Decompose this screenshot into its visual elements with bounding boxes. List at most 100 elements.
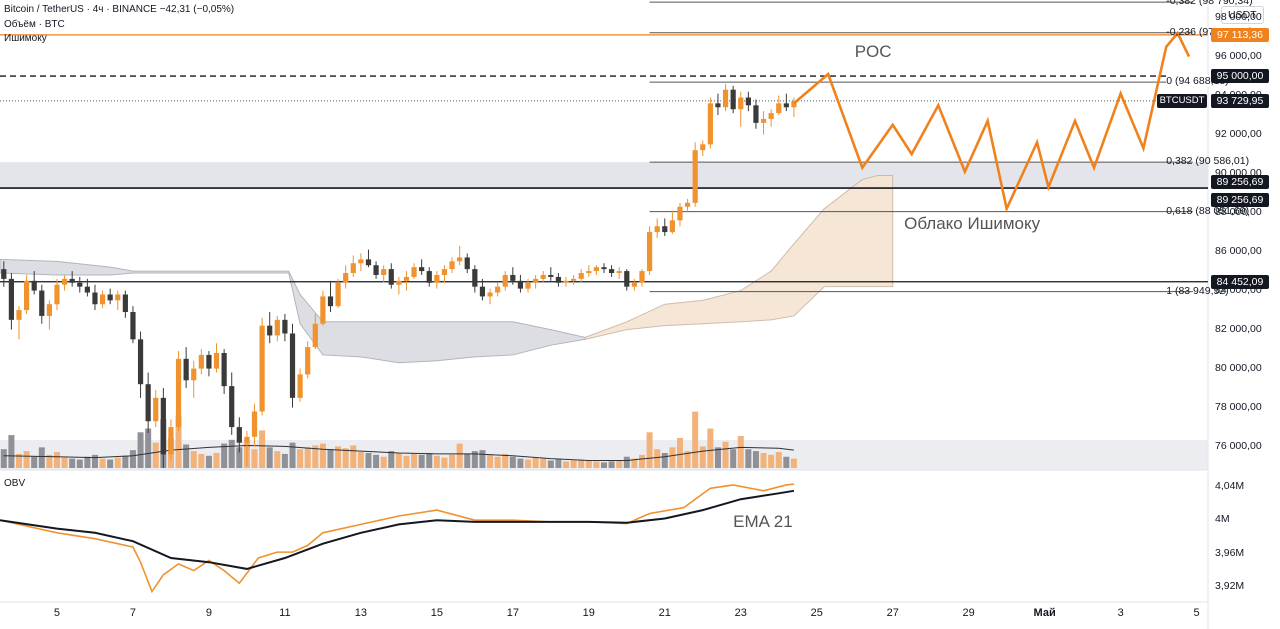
volume-bar: [601, 462, 607, 468]
volume-bar: [76, 459, 83, 468]
price-tick-label: 78 000,00: [1215, 400, 1262, 413]
volume-bar: [722, 441, 729, 468]
volume-bar: [175, 415, 182, 468]
volume-bar: [669, 447, 676, 468]
candle-body: [69, 278, 75, 283]
volume-bar: [228, 439, 235, 468]
volume-bar: [0, 449, 7, 468]
candle-body: [457, 257, 463, 262]
candle-body: [791, 101, 797, 108]
volume-bar: [145, 428, 152, 468]
obv-line: [0, 483, 795, 594]
candle-body: [221, 352, 227, 387]
volume-bar: [426, 452, 433, 468]
candle-body: [502, 274, 508, 287]
poc-annotation: POC: [854, 41, 892, 61]
volume-bar: [441, 457, 448, 468]
volume-bar: [304, 447, 311, 468]
price-tick-label: 76 000,00: [1215, 439, 1262, 452]
price-badge-5: 84 452,09: [1211, 274, 1269, 289]
volume-bar: [563, 461, 570, 468]
symbol-header[interactable]: Bitcoin / TetherUS · 4ч · BINANCE −42,31…: [4, 4, 235, 15]
ichimoku-legend[interactable]: Ишимоку: [4, 33, 47, 44]
volume-bar: [357, 452, 364, 468]
volume-bar: [380, 456, 387, 468]
price-badge-4: 89 256,69: [1211, 193, 1269, 208]
candle-body: [646, 232, 653, 272]
candle-body: [107, 294, 113, 301]
time-tick-label: 19: [582, 607, 595, 619]
symbol-tag[interactable]: BTCUSDT: [1157, 93, 1207, 108]
volume-bar: [616, 460, 623, 468]
candle-body: [684, 202, 691, 207]
time-tick-label: 25: [810, 607, 823, 619]
candle-body: [92, 292, 98, 305]
candle-body: [768, 113, 774, 119]
volume-bar: [449, 454, 456, 468]
projection-path: [793, 30, 1191, 213]
price-tick-label: 80 000,00: [1215, 361, 1262, 374]
candle-body: [533, 278, 539, 283]
candle-body: [426, 271, 432, 283]
volume-bar: [456, 443, 463, 468]
candle-body: [396, 280, 402, 285]
volume-legend[interactable]: Объём · BTC: [4, 19, 65, 30]
candle-body: [730, 89, 736, 110]
candle-body: [130, 312, 136, 340]
candle-body: [365, 259, 372, 266]
volume-bar: [213, 452, 220, 468]
volume-bar: [137, 432, 144, 468]
price-badge-3: 89 256,69: [1211, 174, 1269, 189]
volume-bar: [388, 451, 395, 468]
volume-bar: [433, 455, 440, 468]
volume-bar: [122, 455, 129, 468]
obv-tick-label: 3,92M: [1215, 580, 1245, 593]
candle-body: [464, 257, 470, 270]
time-tick-label: 15: [430, 607, 443, 619]
candle-body: [153, 397, 159, 422]
candle-body: [335, 282, 341, 307]
candle-body: [586, 271, 592, 274]
volume-bar: [251, 449, 258, 468]
volume-bar: [53, 452, 60, 468]
candle-body: [540, 274, 546, 279]
volume-bar: [319, 443, 326, 468]
candle-body: [160, 397, 166, 455]
volume-bar: [190, 451, 197, 468]
volume-bar: [714, 447, 721, 468]
volume-bar: [266, 447, 273, 468]
volume-bar: [129, 450, 136, 468]
candle-body: [662, 226, 668, 233]
volume-bar: [297, 449, 304, 468]
volume-bar: [578, 459, 585, 468]
candle-body: [776, 103, 782, 114]
volume-bar: [312, 445, 319, 468]
ema-annotation: EMA 21: [733, 512, 793, 532]
candle-body: [403, 276, 410, 281]
volume-bar: [654, 449, 661, 468]
candle-body: [39, 290, 45, 316]
candle-body: [745, 97, 751, 106]
time-tick-label: 5: [1193, 607, 1200, 619]
volume-bar: [752, 451, 759, 468]
candle-body: [449, 261, 455, 270]
volume-bar: [84, 456, 91, 468]
obv-legend[interactable]: OBV: [4, 478, 26, 489]
candle-body: [654, 226, 660, 233]
price-tick-label: 92 000,00: [1215, 127, 1262, 140]
volume-bar: [31, 456, 38, 468]
volume-bar: [38, 447, 45, 468]
candle-body: [327, 296, 334, 307]
candle-body: [259, 325, 265, 412]
candle-body: [191, 368, 197, 381]
volume-bar: [46, 454, 53, 468]
currency-button[interactable]: USDT: [1221, 6, 1264, 24]
volume-bar: [395, 452, 402, 468]
volume-bar: [365, 452, 372, 468]
candle-body: [616, 271, 622, 274]
volume-bar: [411, 453, 418, 468]
obv-ema-line: [0, 489, 795, 570]
time-tick-label: 23: [734, 607, 747, 619]
